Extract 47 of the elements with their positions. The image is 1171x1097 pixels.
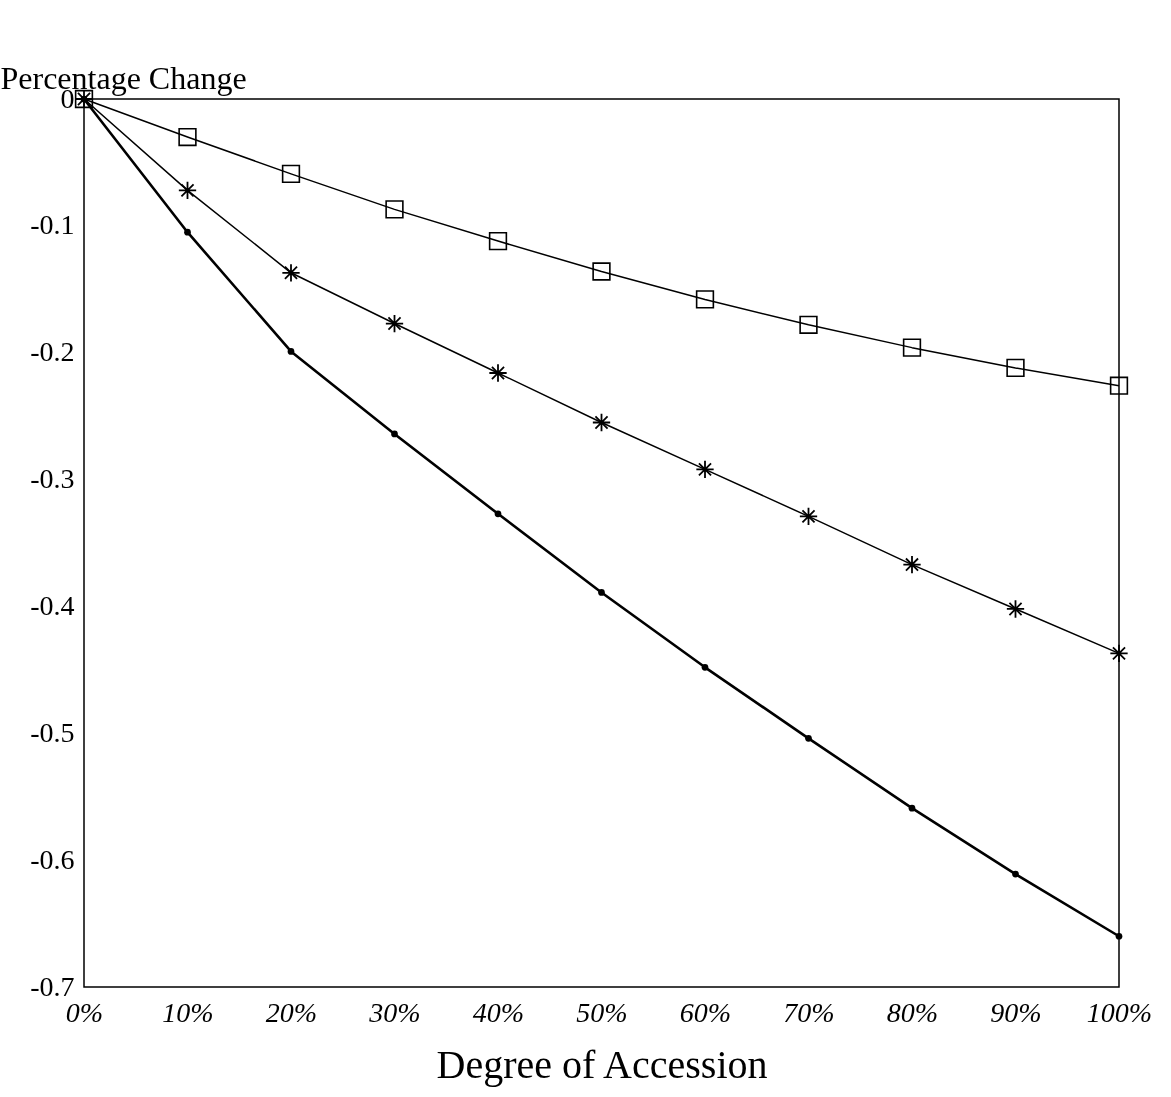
point: [1109, 376, 1129, 395]
point: [184, 228, 191, 236]
x-tick-label: 80%: [886, 996, 939, 1028]
point: [391, 430, 398, 438]
point: [281, 164, 301, 184]
point: [1115, 932, 1123, 940]
x-tick-label: 50%: [576, 996, 628, 1028]
point: [701, 663, 709, 671]
y-tick-label: -0.4: [30, 589, 75, 621]
point: [1012, 870, 1019, 878]
point: [488, 363, 508, 383]
x-axis-title: Degree of Accession: [436, 1041, 768, 1087]
point: [805, 735, 812, 742]
point: [598, 589, 605, 596]
y-tick-label: -0.2: [30, 336, 75, 368]
point: [1006, 358, 1025, 378]
point: [798, 506, 819, 526]
x-tick-label: 70%: [783, 996, 835, 1028]
x-tick-label: 40%: [472, 996, 525, 1028]
point: [281, 263, 301, 283]
point: [488, 231, 508, 251]
point: [902, 338, 922, 357]
point: [902, 555, 922, 575]
x-tick-label: 90%: [990, 996, 1042, 1028]
y-tick-label: -0.3: [30, 463, 75, 495]
point: [592, 262, 611, 281]
point: [1005, 599, 1026, 619]
point: [287, 348, 295, 355]
point: [695, 459, 715, 479]
point: [385, 200, 404, 219]
point: [1109, 643, 1129, 663]
point: [494, 510, 502, 518]
x-tick-label: 10%: [162, 996, 214, 1028]
point: [591, 412, 612, 433]
y-tick-label: -0.1: [30, 209, 75, 241]
point: [177, 180, 198, 200]
y-tick-label: -0.6: [30, 843, 75, 875]
x-tick-label: 100%: [1086, 996, 1153, 1028]
point: [908, 804, 916, 812]
point: [384, 313, 405, 334]
x-tick-label: 60%: [679, 996, 732, 1028]
x-tick-label: 20%: [265, 996, 318, 1028]
point: [695, 290, 715, 309]
point: [799, 315, 818, 334]
y-tick-label: -0.5: [30, 716, 75, 748]
point: [178, 127, 197, 147]
x-tick-label: 30%: [368, 996, 421, 1028]
